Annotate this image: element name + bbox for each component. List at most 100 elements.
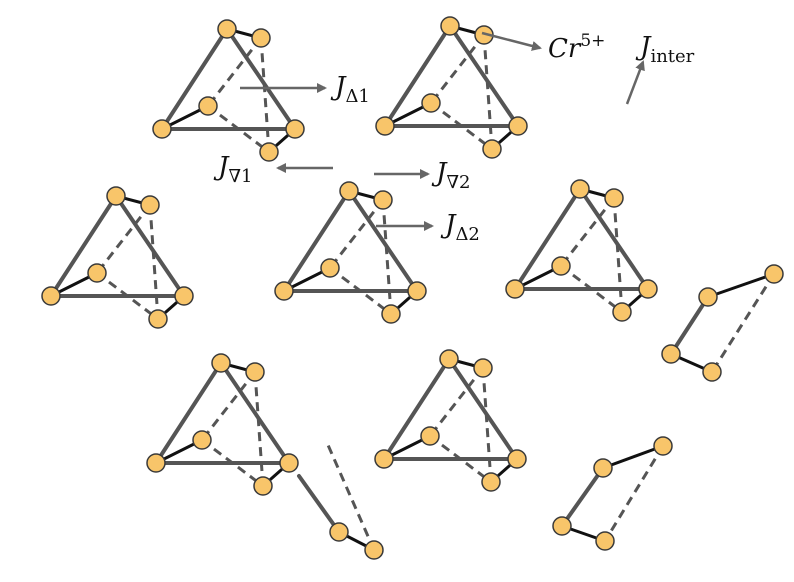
interlayer-bond xyxy=(96,271,159,321)
kagome-bond xyxy=(669,295,710,356)
kagome-bond xyxy=(383,24,452,128)
cr-atom xyxy=(698,287,718,307)
annotation-arrows xyxy=(240,31,645,231)
cr-atom xyxy=(505,279,525,299)
cr-atom xyxy=(440,16,460,36)
interlayer-bond xyxy=(430,101,493,151)
cr-atom xyxy=(329,522,349,542)
interlayer-bond xyxy=(560,264,623,314)
kagome-bond xyxy=(114,194,186,298)
kagome-bond xyxy=(225,27,297,131)
cr-atom xyxy=(375,116,395,136)
cr-atom xyxy=(251,28,271,48)
cr-atom xyxy=(279,453,299,473)
cr-atom xyxy=(508,116,528,136)
interlayer-bond xyxy=(481,367,493,483)
interlayer-bond xyxy=(612,197,624,313)
interlayer-bond xyxy=(148,204,160,320)
cr-atom xyxy=(211,353,231,373)
cr-atom xyxy=(381,304,401,324)
kagome-bond xyxy=(154,361,223,465)
cr-atom xyxy=(140,195,160,215)
cr-atom xyxy=(373,190,393,210)
kagome-bond xyxy=(49,194,118,298)
cr-atom xyxy=(612,302,632,322)
cr-atom xyxy=(374,449,394,469)
cr-atom xyxy=(274,281,294,301)
cr-atom xyxy=(420,426,440,446)
interlayer-bond xyxy=(207,104,270,154)
cr-atom xyxy=(702,362,722,382)
kagome-bond xyxy=(560,466,605,528)
cr-atom xyxy=(595,531,615,551)
cr-atom xyxy=(217,19,237,39)
cr-atom xyxy=(407,281,427,301)
cr-atom xyxy=(285,119,305,139)
interlayer-bond xyxy=(429,434,492,484)
kagome-bond xyxy=(297,474,341,534)
cr-atom xyxy=(552,516,572,536)
arrow-jinter xyxy=(625,60,645,105)
cr-atom xyxy=(507,449,527,469)
cr-atom xyxy=(245,362,265,382)
label-cr5plus: Cr5+ xyxy=(548,31,605,64)
kagome-bond xyxy=(160,27,229,131)
cr-atom xyxy=(482,139,502,159)
cr-atom xyxy=(364,540,384,560)
cr-atom xyxy=(593,458,613,478)
solid-bonds xyxy=(49,24,710,534)
arrow-cr xyxy=(481,31,542,51)
cr-atom xyxy=(764,264,784,284)
interlayer-bond xyxy=(326,444,376,551)
label-j-down1: J∇1 xyxy=(213,152,252,187)
interlayer-bond xyxy=(482,34,494,150)
kagome-bond xyxy=(219,361,291,465)
label-j-up1: JΔ1 xyxy=(330,72,370,107)
kagome-bond xyxy=(382,357,451,461)
cr-atom xyxy=(174,286,194,306)
interlayer-bond xyxy=(710,273,776,373)
cr-atom xyxy=(253,476,273,496)
interlayer-bond xyxy=(329,266,392,316)
atoms xyxy=(41,16,784,560)
dimer-bond xyxy=(707,272,775,299)
label-j-up2: JΔ2 xyxy=(440,210,480,245)
cr-atom xyxy=(638,279,658,299)
cr-atom xyxy=(148,309,168,329)
kagome-bond xyxy=(347,189,419,293)
kagome-bond xyxy=(578,187,650,291)
kagome-bond xyxy=(282,189,351,293)
kagome-bond xyxy=(448,24,520,128)
interlayer-bond xyxy=(201,438,264,488)
kagome-bond xyxy=(513,187,582,291)
cr-atom xyxy=(320,258,340,278)
interlayer-bond xyxy=(603,445,665,542)
cr-atom xyxy=(551,256,571,276)
interlayer-bond xyxy=(259,37,271,153)
cr-atom xyxy=(146,453,166,473)
label-j-inter: Jinter xyxy=(635,32,695,67)
cr-atom xyxy=(604,188,624,208)
cr-atom xyxy=(152,119,172,139)
cr-atom xyxy=(87,263,107,283)
cr-atom xyxy=(339,181,359,201)
label-j-down2: J∇2 xyxy=(431,158,470,193)
cr-atom xyxy=(41,286,61,306)
cr-atom xyxy=(259,142,279,162)
cr-atom xyxy=(421,93,441,113)
cr-atom xyxy=(473,358,493,378)
cr-atom xyxy=(570,179,590,199)
cr-atom xyxy=(198,96,218,116)
cr-atom xyxy=(192,430,212,450)
cr-atom xyxy=(653,436,673,456)
dashed-bonds xyxy=(95,34,776,551)
dimer-bond xyxy=(602,444,664,470)
interlayer-bond xyxy=(253,371,265,487)
cr-atom xyxy=(661,344,681,364)
interlayer-bond xyxy=(381,199,393,315)
kagome-bond xyxy=(447,357,519,461)
cr-atom xyxy=(439,349,459,369)
cr-atom xyxy=(481,472,501,492)
